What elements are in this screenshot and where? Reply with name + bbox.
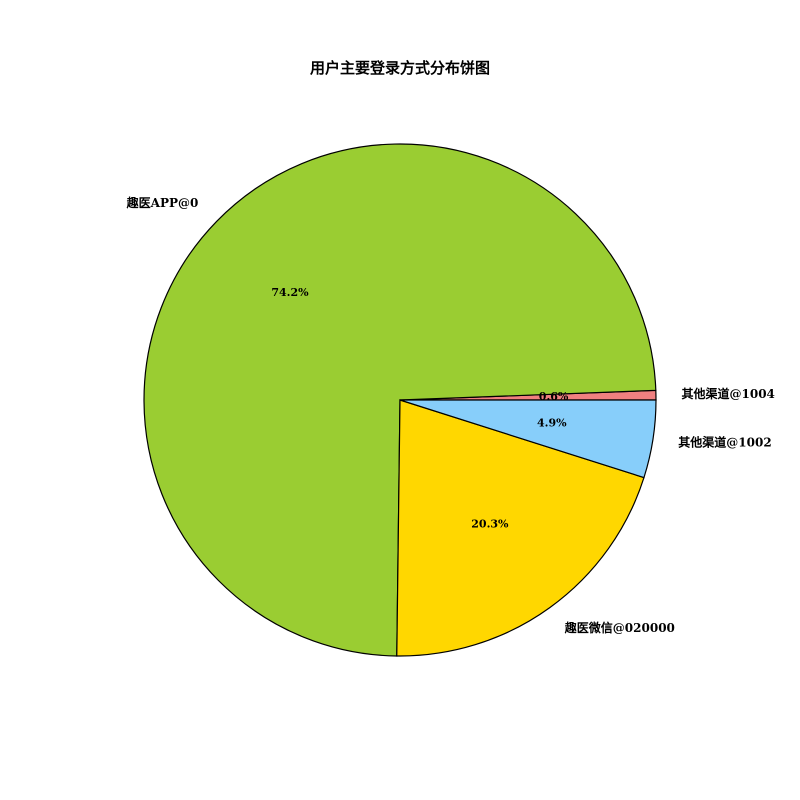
slice-percent-label: 20.3% (471, 518, 509, 531)
pie-wedges (144, 144, 656, 656)
slice-percent-label: 74.2% (271, 286, 309, 299)
slice-label: 其他渠道@1004 (682, 386, 775, 401)
slice-label: 趣医微信@020000 (564, 620, 675, 635)
slice-label: 趣医APP@0 (126, 195, 199, 210)
slice-percent-label: 4.9% (537, 417, 567, 430)
slice-label: 其他渠道@1002 (678, 435, 771, 450)
chart-title: 用户主要登录方式分布饼图 (310, 59, 490, 77)
slice-percent-label: 0.6% (539, 390, 569, 403)
